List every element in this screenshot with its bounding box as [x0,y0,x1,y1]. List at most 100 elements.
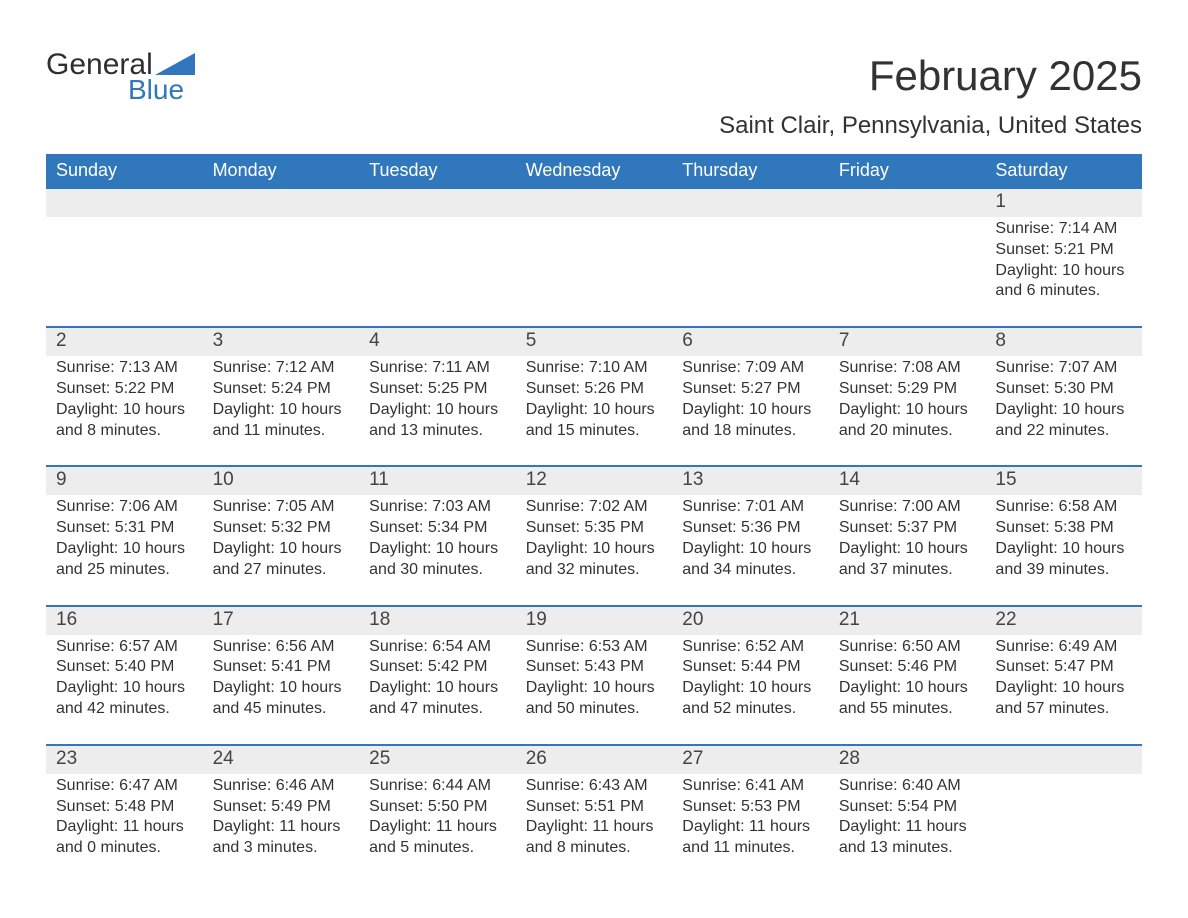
day-cell: Sunrise: 6:47 AM Sunset: 5:48 PM Dayligh… [46,774,203,865]
weekday-label: Sunday [46,154,203,189]
calendar-week: 9101112131415Sunrise: 7:06 AM Sunset: 5:… [46,465,1142,586]
location-subtitle: Saint Clair, Pennsylvania, United States [46,112,1142,140]
day-number-row: 2345678 [46,328,1142,356]
weekday-label: Thursday [672,154,829,189]
day-number: 25 [359,746,516,774]
day-cell: Sunrise: 6:54 AM Sunset: 5:42 PM Dayligh… [359,635,516,726]
day-body-row: Sunrise: 6:57 AM Sunset: 5:40 PM Dayligh… [46,635,1142,726]
header-row: General Blue February 2025 [46,50,1142,104]
day-cell: Sunrise: 7:05 AM Sunset: 5:32 PM Dayligh… [203,495,360,586]
day-number: 6 [672,328,829,356]
day-number: 20 [672,607,829,635]
day-cell: Sunrise: 7:01 AM Sunset: 5:36 PM Dayligh… [672,495,829,586]
day-cell: Sunrise: 6:58 AM Sunset: 5:38 PM Dayligh… [985,495,1142,586]
day-number: 5 [516,328,673,356]
day-cell: Sunrise: 7:11 AM Sunset: 5:25 PM Dayligh… [359,356,516,447]
day-number [46,189,203,217]
day-cell: Sunrise: 6:46 AM Sunset: 5:49 PM Dayligh… [203,774,360,865]
day-cell: Sunrise: 7:14 AM Sunset: 5:21 PM Dayligh… [985,217,1142,308]
day-cell [985,774,1142,865]
day-cell: Sunrise: 6:49 AM Sunset: 5:47 PM Dayligh… [985,635,1142,726]
day-number: 28 [829,746,986,774]
page-title: February 2025 [869,52,1142,100]
day-cell [203,217,360,308]
day-number: 24 [203,746,360,774]
day-number [516,189,673,217]
logo-word2: Blue [128,76,184,104]
weekday-label: Tuesday [359,154,516,189]
day-cell: Sunrise: 6:41 AM Sunset: 5:53 PM Dayligh… [672,774,829,865]
day-number: 11 [359,467,516,495]
day-number: 18 [359,607,516,635]
day-cell: Sunrise: 7:09 AM Sunset: 5:27 PM Dayligh… [672,356,829,447]
day-body-row: Sunrise: 7:14 AM Sunset: 5:21 PM Dayligh… [46,217,1142,308]
day-cell: Sunrise: 6:57 AM Sunset: 5:40 PM Dayligh… [46,635,203,726]
day-cell: Sunrise: 7:12 AM Sunset: 5:24 PM Dayligh… [203,356,360,447]
day-cell: Sunrise: 6:50 AM Sunset: 5:46 PM Dayligh… [829,635,986,726]
day-body-row: Sunrise: 6:47 AM Sunset: 5:48 PM Dayligh… [46,774,1142,865]
day-cell: Sunrise: 6:44 AM Sunset: 5:50 PM Dayligh… [359,774,516,865]
day-number: 23 [46,746,203,774]
day-body-row: Sunrise: 7:06 AM Sunset: 5:31 PM Dayligh… [46,495,1142,586]
day-number-row: 9101112131415 [46,467,1142,495]
logo: General Blue [46,50,195,104]
day-cell [46,217,203,308]
day-cell: Sunrise: 7:07 AM Sunset: 5:30 PM Dayligh… [985,356,1142,447]
day-number: 22 [985,607,1142,635]
day-number [829,189,986,217]
weekday-label: Monday [203,154,360,189]
day-cell: Sunrise: 6:53 AM Sunset: 5:43 PM Dayligh… [516,635,673,726]
day-number: 17 [203,607,360,635]
day-cell: Sunrise: 6:56 AM Sunset: 5:41 PM Dayligh… [203,635,360,726]
day-number [672,189,829,217]
day-cell: Sunrise: 7:00 AM Sunset: 5:37 PM Dayligh… [829,495,986,586]
day-cell: Sunrise: 6:52 AM Sunset: 5:44 PM Dayligh… [672,635,829,726]
day-cell [516,217,673,308]
day-number: 16 [46,607,203,635]
day-cell: Sunrise: 6:40 AM Sunset: 5:54 PM Dayligh… [829,774,986,865]
calendar-week: 16171819202122Sunrise: 6:57 AM Sunset: 5… [46,605,1142,726]
calendar-week: 2345678Sunrise: 7:13 AM Sunset: 5:22 PM … [46,326,1142,447]
day-number-row: 232425262728 [46,746,1142,774]
day-number: 8 [985,328,1142,356]
calendar-header: Sunday Monday Tuesday Wednesday Thursday… [46,154,1142,189]
day-cell [359,217,516,308]
day-number-row: 16171819202122 [46,607,1142,635]
day-body-row: Sunrise: 7:13 AM Sunset: 5:22 PM Dayligh… [46,356,1142,447]
weekday-label: Friday [829,154,986,189]
day-number: 12 [516,467,673,495]
day-number: 10 [203,467,360,495]
page: General Blue February 2025 Saint Clair, … [0,0,1188,918]
day-number: 19 [516,607,673,635]
day-number: 2 [46,328,203,356]
day-number: 7 [829,328,986,356]
day-cell: Sunrise: 7:10 AM Sunset: 5:26 PM Dayligh… [516,356,673,447]
day-number: 3 [203,328,360,356]
day-number: 27 [672,746,829,774]
day-cell: Sunrise: 7:03 AM Sunset: 5:34 PM Dayligh… [359,495,516,586]
day-number [359,189,516,217]
day-number: 21 [829,607,986,635]
day-cell: Sunrise: 7:08 AM Sunset: 5:29 PM Dayligh… [829,356,986,447]
day-number: 9 [46,467,203,495]
day-cell [829,217,986,308]
day-number-row: 1 [46,189,1142,217]
day-cell: Sunrise: 7:06 AM Sunset: 5:31 PM Dayligh… [46,495,203,586]
day-cell: Sunrise: 7:02 AM Sunset: 5:35 PM Dayligh… [516,495,673,586]
day-number: 1 [985,189,1142,217]
day-number [985,746,1142,774]
day-cell: Sunrise: 6:43 AM Sunset: 5:51 PM Dayligh… [516,774,673,865]
day-number: 26 [516,746,673,774]
day-cell [672,217,829,308]
day-number: 14 [829,467,986,495]
day-number: 13 [672,467,829,495]
calendar-week: 232425262728Sunrise: 6:47 AM Sunset: 5:4… [46,744,1142,865]
day-number: 4 [359,328,516,356]
day-number [203,189,360,217]
weekday-label: Saturday [985,154,1142,189]
day-cell: Sunrise: 7:13 AM Sunset: 5:22 PM Dayligh… [46,356,203,447]
weekday-label: Wednesday [516,154,673,189]
day-number: 15 [985,467,1142,495]
calendar-week: 1Sunrise: 7:14 AM Sunset: 5:21 PM Daylig… [46,189,1142,308]
calendar-body: 1Sunrise: 7:14 AM Sunset: 5:21 PM Daylig… [46,189,1142,865]
